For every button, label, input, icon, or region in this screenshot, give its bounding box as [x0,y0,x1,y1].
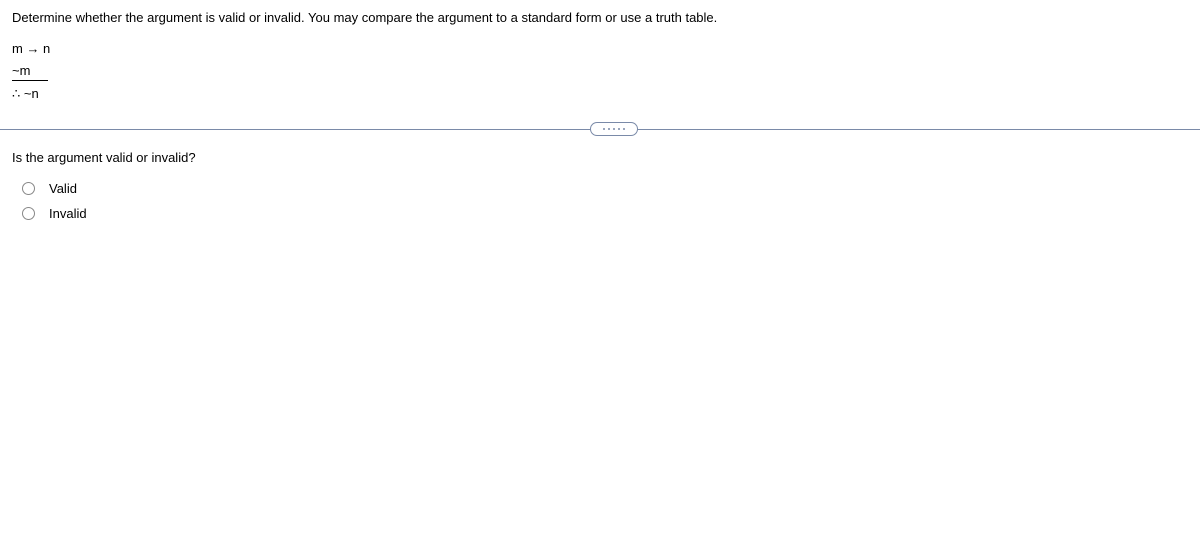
conclusion: ∴ ~n [12,84,1188,104]
premise-2: ~m [12,61,48,82]
question-text: Is the argument valid or invalid? [12,150,1188,165]
option-label-invalid[interactable]: Invalid [49,206,87,221]
premise-1: m → n [12,39,1188,59]
argument-block: m → n ~m ∴ ~n [12,39,1188,104]
instruction-text: Determine whether the argument is valid … [12,10,1188,25]
radio-invalid[interactable] [22,207,35,220]
divider-handle[interactable] [590,122,638,136]
section-divider [0,122,1200,136]
option-row: Valid [22,181,1188,196]
options-group: Valid Invalid [12,181,1188,221]
radio-valid[interactable] [22,182,35,195]
option-row: Invalid [22,206,1188,221]
option-label-valid[interactable]: Valid [49,181,77,196]
dots-icon [603,128,625,130]
